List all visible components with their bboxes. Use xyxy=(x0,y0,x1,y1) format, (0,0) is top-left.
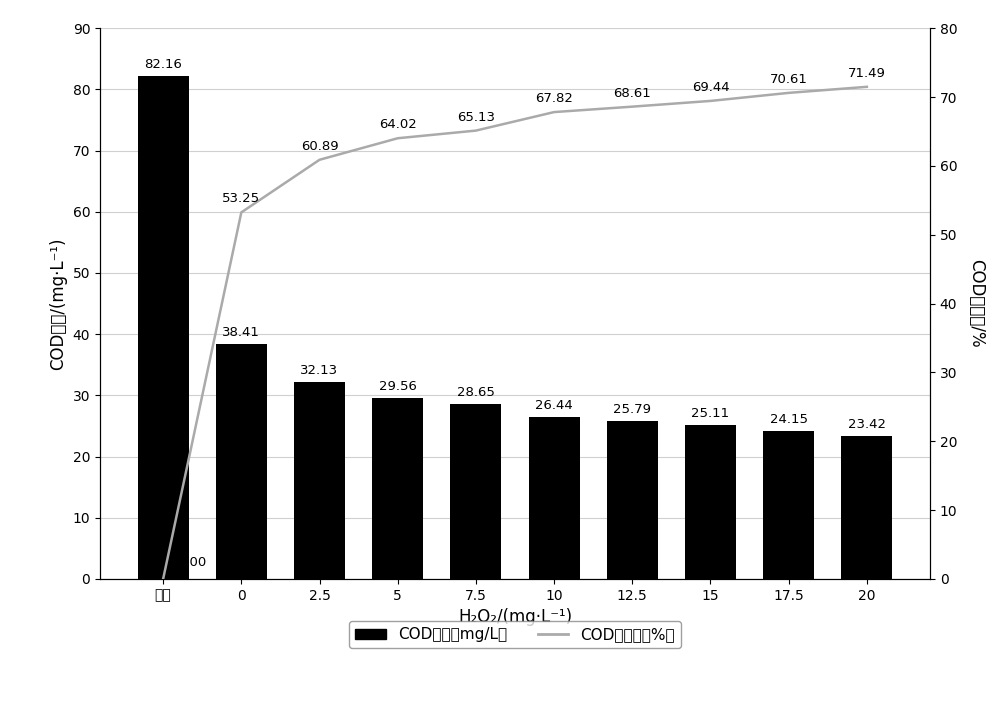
Text: 24.15: 24.15 xyxy=(770,413,808,426)
Text: 38.41: 38.41 xyxy=(222,326,260,339)
Text: 23.42: 23.42 xyxy=(848,418,886,431)
Text: 25.11: 25.11 xyxy=(691,407,730,420)
Text: 0.00: 0.00 xyxy=(177,556,206,568)
Bar xyxy=(372,398,423,579)
Bar xyxy=(138,76,189,579)
Bar xyxy=(841,436,892,579)
Text: 71.49: 71.49 xyxy=(848,67,886,80)
Bar xyxy=(294,383,345,579)
Legend: COD浓度（mg/L）, COD去除率（%）: COD浓度（mg/L）, COD去除率（%） xyxy=(349,621,681,648)
Text: 32.13: 32.13 xyxy=(300,364,339,378)
Bar xyxy=(685,425,736,579)
X-axis label: H₂O₂/(mg·L⁻¹): H₂O₂/(mg·L⁻¹) xyxy=(458,608,572,626)
Text: 25.79: 25.79 xyxy=(613,403,651,417)
Text: 64.02: 64.02 xyxy=(379,119,417,131)
Text: 26.44: 26.44 xyxy=(535,400,573,412)
Text: 29.56: 29.56 xyxy=(379,380,417,393)
Bar xyxy=(607,421,658,579)
Bar xyxy=(529,417,580,579)
Text: 28.65: 28.65 xyxy=(457,385,495,399)
Text: 68.61: 68.61 xyxy=(613,87,651,100)
Bar xyxy=(450,404,501,579)
Bar xyxy=(216,344,267,579)
Bar xyxy=(763,431,814,579)
Text: 65.13: 65.13 xyxy=(457,111,495,124)
Text: 70.61: 70.61 xyxy=(770,73,808,86)
Text: 69.44: 69.44 xyxy=(692,81,729,94)
Text: 53.25: 53.25 xyxy=(222,193,260,205)
Y-axis label: COD浓度/(mg·L⁻¹): COD浓度/(mg·L⁻¹) xyxy=(49,237,67,370)
Text: 60.89: 60.89 xyxy=(301,140,338,153)
Text: 67.82: 67.82 xyxy=(535,92,573,105)
Y-axis label: COD去除率/%: COD去除率/% xyxy=(967,259,985,348)
Text: 82.16: 82.16 xyxy=(144,59,182,71)
